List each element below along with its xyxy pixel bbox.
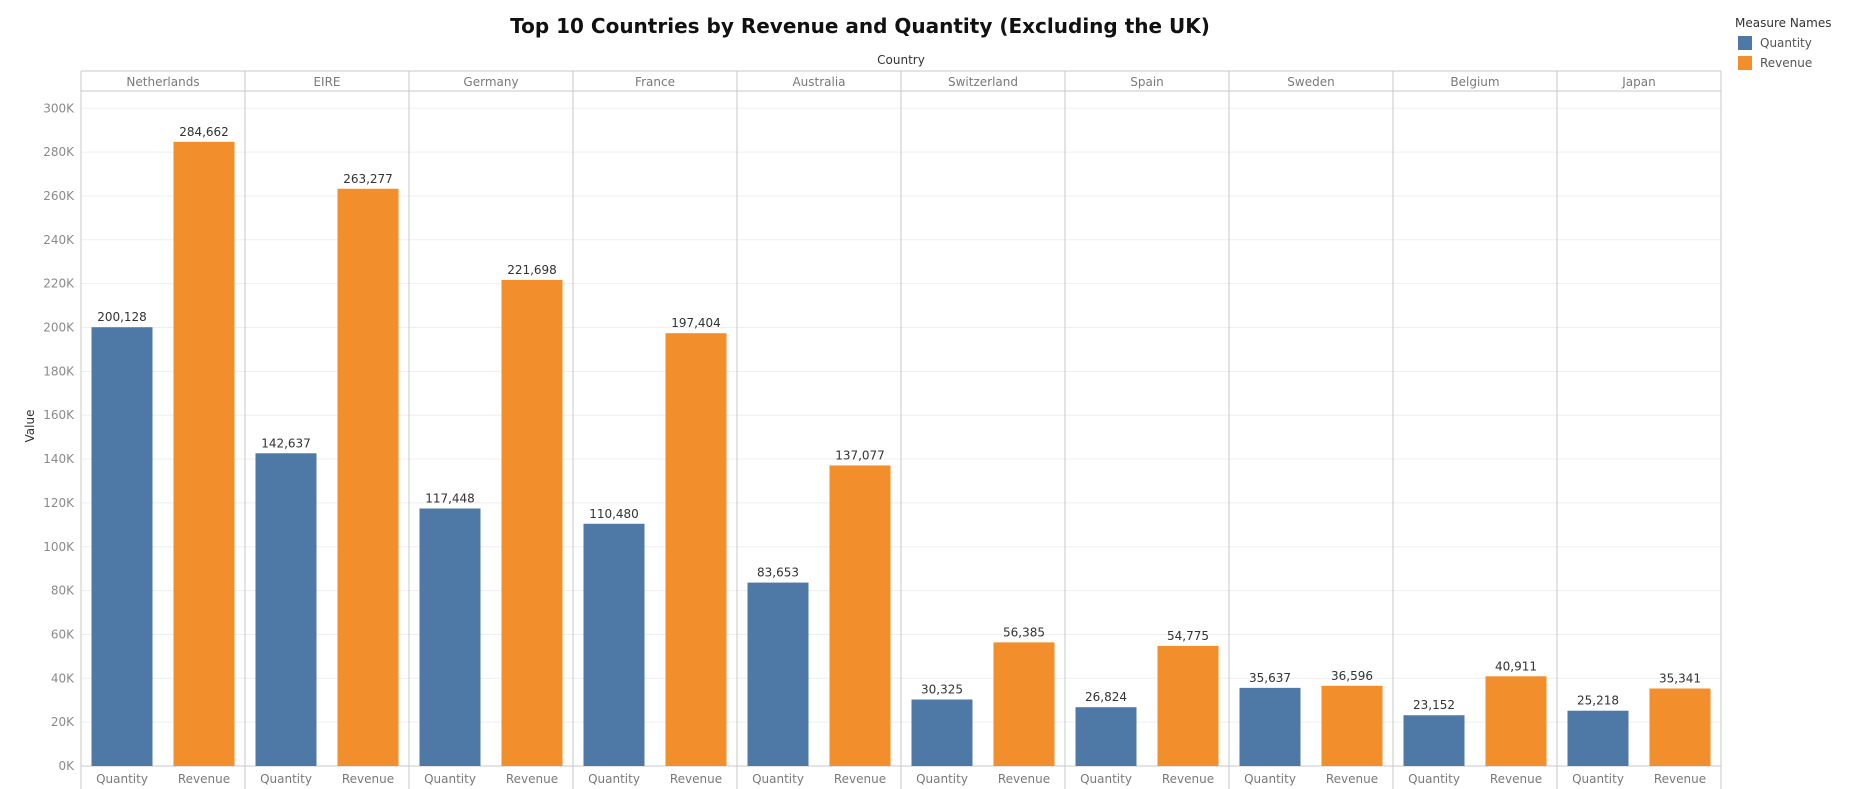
x-tick-label-switzerland-quantity: Quantity [916,772,968,786]
x-tick-label-switzerland-revenue: Revenue [998,772,1050,786]
bar-france-quantity [583,523,645,766]
y-tick-label: 20K [51,715,75,729]
bar-sweden-quantity [1239,687,1301,766]
country-header-eire: EIRE [313,75,340,89]
country-header-sweden: Sweden [1287,75,1334,89]
data-label-japan-revenue: 35,341 [1659,672,1701,686]
y-tick-label: 40K [51,671,75,685]
data-label-eire-revenue: 263,277 [343,172,393,186]
bar-australia-revenue [829,465,891,766]
legend-item-revenue[interactable]: Revenue [1735,53,1831,73]
country-header-germany: Germany [463,75,518,89]
data-label-switzerland-quantity: 30,325 [921,683,963,697]
data-label-germany-quantity: 117,448 [425,491,475,505]
bar-sweden-revenue [1321,685,1383,766]
bar-eire-revenue [337,188,399,766]
legend-item-quantity[interactable]: Quantity [1735,33,1831,53]
bar-australia-quantity [747,582,809,766]
y-tick-label: 80K [51,584,75,598]
x-tick-label-germany-quantity: Quantity [424,772,476,786]
bar-germany-quantity [419,508,481,766]
data-label-spain-revenue: 54,775 [1167,629,1209,643]
data-label-eire-quantity: 142,637 [261,436,311,450]
y-tick-label: 280K [43,145,75,159]
x-tick-label-spain-revenue: Revenue [1162,772,1214,786]
bar-spain-quantity [1075,707,1137,766]
country-header-switzerland: Switzerland [948,75,1018,89]
bar-japan-revenue [1649,688,1711,766]
data-label-australia-revenue: 137,077 [835,448,885,462]
x-tick-label-sweden-revenue: Revenue [1326,772,1378,786]
legend-title: Measure Names [1735,16,1832,30]
x-tick-label-france-quantity: Quantity [588,772,640,786]
x-tick-label-eire-quantity: Quantity [260,772,312,786]
country-header-spain: Spain [1130,75,1164,89]
y-tick-label: 220K [43,277,75,291]
x-tick-label-netherlands-quantity: Quantity [96,772,148,786]
y-tick-label: 100K [43,540,75,554]
chart-title: Top 10 Countries by Revenue and Quantity… [510,14,1210,38]
data-label-germany-revenue: 221,698 [507,263,557,277]
bar-germany-revenue [501,279,563,766]
x-tick-label-belgium-quantity: Quantity [1408,772,1460,786]
data-label-sweden-quantity: 35,637 [1249,671,1291,685]
data-label-australia-quantity: 83,653 [757,566,799,580]
x-tick-label-eire-revenue: Revenue [342,772,394,786]
x-tick-label-france-revenue: Revenue [670,772,722,786]
column-header-title: Country [877,53,925,67]
x-tick-label-australia-quantity: Quantity [752,772,804,786]
country-header-belgium: Belgium [1450,75,1499,89]
x-tick-label-australia-revenue: Revenue [834,772,886,786]
y-tick-label: 180K [43,364,75,378]
legend-label-revenue: Revenue [1760,56,1813,70]
bar-switzerland-quantity [911,699,973,766]
x-tick-label-netherlands-revenue: Revenue [178,772,230,786]
data-label-netherlands-quantity: 200,128 [97,310,147,324]
legend-swatch-quantity [1738,36,1752,50]
bar-belgium-revenue [1485,676,1547,766]
y-tick-label: 160K [43,408,75,422]
y-tick-label: 240K [43,233,75,247]
data-label-netherlands-revenue: 284,662 [179,125,229,139]
data-label-spain-quantity: 26,824 [1085,690,1127,704]
y-tick-label: 0K [58,759,75,773]
x-tick-label-spain-quantity: Quantity [1080,772,1132,786]
x-tick-label-japan-quantity: Quantity [1572,772,1624,786]
country-header-netherlands: Netherlands [126,75,199,89]
y-tick-label: 120K [43,496,75,510]
legend-label-quantity: Quantity [1760,36,1812,50]
x-tick-label-germany-revenue: Revenue [506,772,558,786]
y-tick-label: 140K [43,452,75,466]
x-tick-label-belgium-revenue: Revenue [1490,772,1542,786]
country-header-japan: Japan [1621,75,1655,89]
bar-belgium-quantity [1403,715,1465,766]
data-label-france-revenue: 197,404 [671,316,721,330]
data-label-belgium-quantity: 23,152 [1413,698,1455,712]
bar-netherlands-quantity [91,327,153,766]
bar-netherlands-revenue [173,141,235,767]
data-label-sweden-revenue: 36,596 [1331,669,1373,683]
y-tick-label: 260K [43,189,75,203]
country-header-australia: Australia [792,75,845,89]
country-header-france: France [635,75,675,89]
bar-eire-quantity [255,453,317,766]
y-tick-label: 200K [43,321,75,335]
y-tick-label: 300K [43,101,75,115]
legend-swatch-revenue [1738,56,1752,70]
data-label-france-quantity: 110,480 [589,507,639,521]
y-tick-label: 60K [51,627,75,641]
x-tick-label-sweden-quantity: Quantity [1244,772,1296,786]
data-label-belgium-revenue: 40,911 [1495,659,1537,673]
data-label-switzerland-revenue: 56,385 [1003,625,1045,639]
x-tick-label-japan-revenue: Revenue [1654,772,1706,786]
legend: Measure Names Quantity Revenue [1735,16,1831,73]
bar-france-revenue [665,333,727,766]
bar-switzerland-revenue [993,642,1055,766]
data-label-japan-quantity: 25,218 [1577,694,1619,708]
bar-spain-revenue [1157,645,1219,766]
bar-japan-quantity [1567,710,1629,766]
